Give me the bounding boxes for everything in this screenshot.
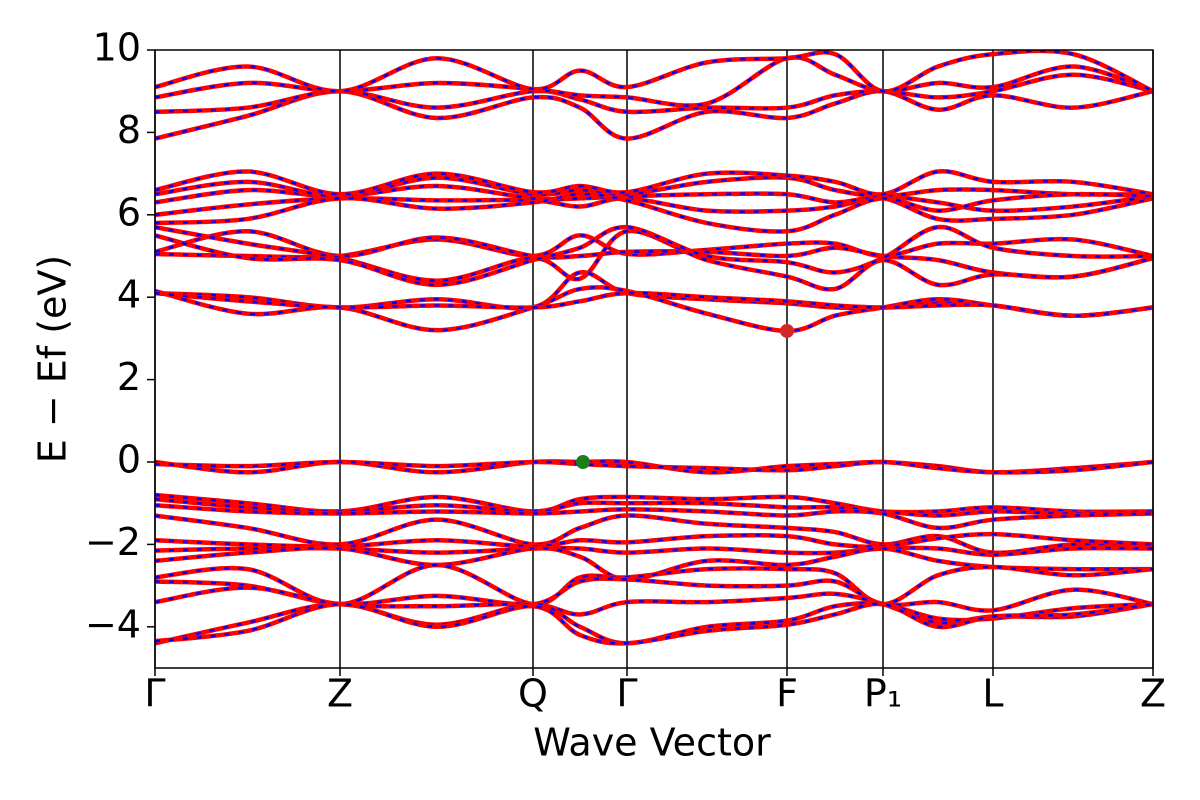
- band: [155, 191, 1153, 234]
- x-tick-label: Γ: [144, 672, 165, 716]
- band-overlay: [155, 602, 1153, 645]
- band-overlay: [155, 170, 1153, 196]
- band-overlay: [155, 89, 1153, 140]
- x-tick-label: Z: [1140, 672, 1166, 716]
- band: [155, 88, 1153, 141]
- plot-frame: [154, 49, 1154, 669]
- band-overlay: [155, 546, 1153, 556]
- y-tick-label: −4: [85, 602, 141, 646]
- band-overlay: [155, 504, 1153, 530]
- y-axis-label: E − Ef (eV): [31, 255, 75, 464]
- y-tick-label: 0: [117, 438, 141, 482]
- y-tick-label: 4: [117, 273, 141, 317]
- x-tick-label: P₁: [864, 672, 902, 716]
- x-axis-label: Wave Vector: [533, 721, 771, 765]
- x-tick-label: F: [776, 672, 798, 716]
- y-tick-label: 2: [117, 355, 141, 399]
- y-tick-label: 10: [93, 26, 141, 70]
- band-overlay: [155, 532, 1153, 549]
- band-overlay: [155, 176, 1153, 198]
- x-tick-label: L: [982, 672, 1003, 716]
- band-overlay: [155, 459, 1153, 474]
- y-tick-label: −2: [85, 520, 141, 564]
- band-overlay: [155, 460, 1153, 474]
- band-overlay: [155, 563, 1153, 606]
- band-overlay: [155, 50, 1153, 93]
- x-tick-label: Γ: [616, 672, 637, 716]
- band-overlay: [155, 73, 1153, 114]
- y-tick-label: 8: [117, 108, 141, 152]
- band-overlay: [155, 497, 1153, 517]
- band-edge-point: [576, 455, 590, 469]
- band-overlay: [155, 514, 1153, 555]
- band-overlay: [155, 184, 1153, 213]
- band-edge-point: [780, 323, 794, 338]
- x-tick-label: Q: [518, 672, 548, 716]
- band-overlay: [155, 291, 1153, 317]
- y-tick-label: 6: [117, 190, 141, 234]
- x-tick-label: Z: [327, 672, 353, 716]
- band-overlay: [155, 493, 1153, 514]
- band-overlay: [155, 225, 1153, 287]
